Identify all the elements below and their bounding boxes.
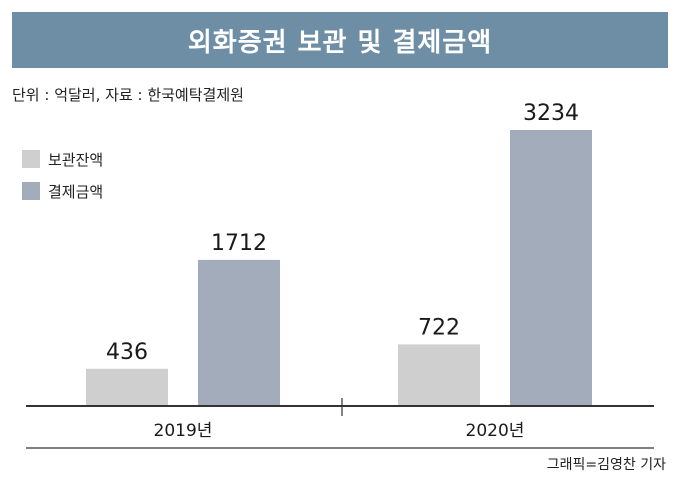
x-tick-label-0: 2019년 xyxy=(154,421,213,441)
x-tick-label-1: 2020년 xyxy=(466,421,525,441)
legend: 보관잔액 결제금액 xyxy=(22,146,103,210)
chart-subtitle: 단위 : 억달러, 자료 : 한국예탁결제원 xyxy=(12,86,244,104)
data-label-settlement-1: 3234 xyxy=(523,101,579,126)
data-label-storage-1: 722 xyxy=(418,315,460,340)
graphic-credit: 그래픽=김영찬 기자 xyxy=(546,457,666,473)
bar-settlement-0 xyxy=(198,259,280,406)
bar-storage-1 xyxy=(398,344,480,406)
legend-swatch-settlement xyxy=(22,182,40,200)
title-bar: 외화증권 보관 및 결제금액 xyxy=(12,12,668,68)
data-label-settlement-0: 1712 xyxy=(211,231,267,256)
legend-item-settlement: 결제금액 xyxy=(22,178,103,204)
legend-label-storage: 보관잔액 xyxy=(48,150,104,169)
data-label-storage-0: 436 xyxy=(106,340,148,365)
bar-storage-0 xyxy=(86,368,168,406)
legend-item-storage: 보관잔액 xyxy=(22,146,103,172)
legend-swatch-storage xyxy=(22,150,40,168)
legend-label-settlement: 결제금액 xyxy=(48,182,104,201)
chart-title: 외화증권 보관 및 결제금액 xyxy=(187,27,493,58)
bar-settlement-1 xyxy=(510,130,592,406)
